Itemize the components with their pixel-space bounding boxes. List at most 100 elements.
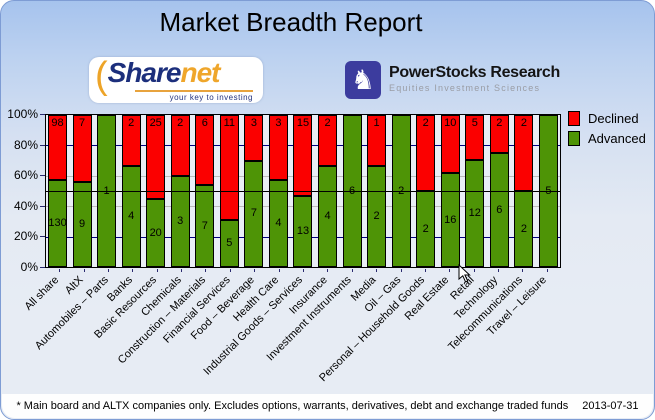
declined-segment: 25 [146, 115, 166, 200]
declined-segment: 5 [465, 115, 485, 160]
advanced-segment: 2 [514, 191, 534, 267]
page-title: Market Breadth Report [159, 7, 423, 37]
y-axis-label-20pct: 20% [13, 229, 38, 244]
x-axis-tick [107, 269, 109, 272]
declined-segment: 2 [514, 115, 534, 191]
advanced-segment: 7 [195, 185, 215, 267]
footnote: * Main board and ALTX companies only. Ex… [16, 400, 569, 412]
advanced-segment: 5 [219, 219, 239, 267]
advanced-value-label: 4 [275, 217, 282, 230]
declined-segment: 2 [121, 115, 141, 166]
advanced-value-label: 20 [149, 226, 162, 239]
advanced-segment: 12 [465, 159, 485, 267]
declined-value-label: 2 [496, 117, 503, 129]
advanced-value-label: 4 [324, 209, 331, 222]
sharenet-word-share: Share [107, 57, 182, 88]
legend-label-declined: Declined [588, 111, 639, 126]
advanced-segment: 20 [146, 199, 166, 267]
advanced-value-label: 2 [422, 222, 429, 235]
advanced-segment: 4 [121, 165, 141, 267]
advanced-segment: 2 [416, 191, 436, 267]
x-axis-tick [351, 269, 353, 272]
bar-basic-resources: 25 20 [146, 115, 166, 267]
declined-value-label: 6 [201, 117, 208, 129]
advanced-value-label: 2 [398, 185, 404, 197]
x-axis-tick [498, 269, 500, 272]
y-axis-tick [40, 267, 45, 268]
advanced-value-label: 9 [78, 217, 86, 230]
declined-segment: 2 [318, 115, 338, 166]
y-axis-tick [40, 205, 45, 207]
x-axis-tick [424, 269, 426, 272]
sharenet-tagline: your key to investing [135, 90, 253, 102]
y-axis-label-60pct: 60% [13, 168, 38, 183]
declined-value-label: 98 [51, 117, 64, 129]
advanced-value-label: 130 [48, 217, 67, 230]
declined-value-label: 3 [275, 117, 282, 129]
advanced-segment: 130 [48, 180, 67, 267]
sharenet-logo: (Sharenet your key to investing [89, 55, 263, 103]
advanced-value-label: 2 [373, 209, 380, 222]
advanced-value-label: 2 [520, 222, 527, 235]
legend-item-advanced: Advanced [568, 131, 646, 146]
advanced-value-label: 7 [201, 219, 208, 232]
advanced-value-label: 1 [104, 185, 110, 197]
y-axis-label-80pct: 80% [13, 137, 38, 152]
declined-segment: 2 [489, 115, 509, 153]
declined-value-label: 2 [128, 117, 135, 129]
x-axis-tick [83, 269, 85, 272]
declined-segment: 6 [195, 115, 215, 186]
x-axis-tick [59, 269, 61, 272]
x-axis-label-all-share: All share [22, 274, 62, 313]
advanced-segment: 16 [440, 173, 460, 267]
advanced-segment: 9 [72, 181, 92, 267]
sharenet-arc-icon: ( [95, 55, 108, 97]
sharenet-wordmark: (Sharenet [95, 55, 220, 98]
declined-segment: 15 [293, 115, 313, 197]
y-axis-tick [40, 144, 45, 146]
y-axis-tick [40, 175, 45, 177]
declined-segment: 2 [416, 115, 436, 191]
declined-segment: 7 [72, 115, 92, 182]
declined-value-label: 11 [223, 117, 236, 129]
bar-real-estate: 10 16 [440, 115, 460, 267]
advanced-segment: 2 [367, 165, 387, 267]
declined-segment: 10 [440, 115, 460, 174]
x-axis-tick [303, 269, 304, 272]
declined-value-label: 2 [324, 117, 331, 129]
mouse-cursor-icon [458, 264, 471, 283]
y-axis-tick [40, 236, 45, 238]
advanced-segment: 6 [489, 153, 509, 267]
powerstocks-title: PowerStocks Research [389, 64, 560, 81]
x-axis-tick [376, 269, 378, 272]
y-axis-tick [40, 114, 45, 115]
advanced-value-label: 6 [496, 203, 503, 216]
x-axis-tick [327, 269, 329, 272]
declined-value-label: 1 [373, 117, 380, 129]
advanced-value-label: 5 [226, 236, 233, 249]
x-axis-tick [400, 269, 402, 272]
advanced-segment: 13 [293, 196, 313, 267]
y-axis-label-40pct: 40% [13, 198, 38, 213]
advanced-segment: 3 [170, 175, 190, 267]
powerstocks-subtitle: Equities Investment Sciences [389, 83, 541, 93]
x-axis-tick [205, 269, 207, 272]
x-axis-tick [546, 269, 548, 272]
bar-retail: 5 12 [465, 115, 485, 267]
bar-financial-services: 11 5 [219, 115, 239, 267]
x-axis-tick [449, 269, 451, 272]
declined-segment: 3 [268, 115, 288, 181]
declined-segment: 11 [219, 115, 239, 220]
legend-label-advanced: Advanced [588, 131, 646, 146]
